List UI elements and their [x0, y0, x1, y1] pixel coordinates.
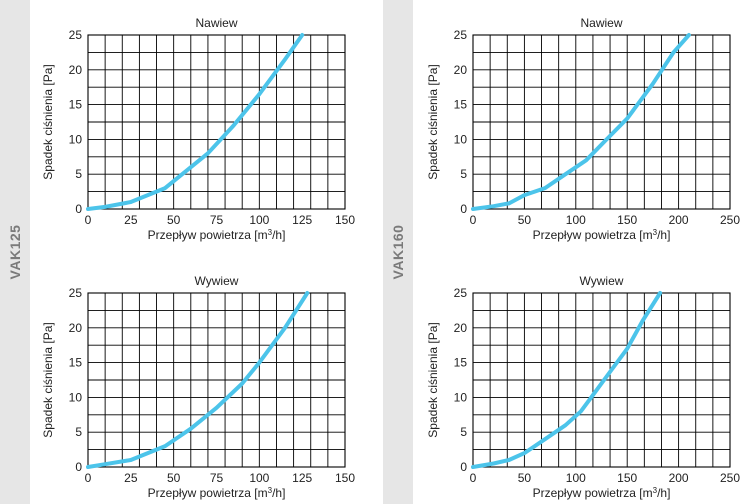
y-tick-label: 10 — [69, 390, 83, 404]
x-tick-label: 0 — [470, 471, 477, 485]
y-tick-label: 25 — [454, 286, 468, 300]
chart-panel-2: 0 50 100 150 200 250 0 5 10 15 20 25 Nawiew Przepływ … — [426, 16, 740, 242]
x-tick-label: 75 — [210, 471, 224, 485]
plot-frame — [87, 34, 346, 210]
x-axis-label: Przepływ powietrza [m3/h] — [148, 228, 286, 243]
x-tick-label: 150 — [617, 471, 637, 485]
y-tick-label: 0 — [460, 460, 467, 474]
x-tick-label: 0 — [85, 471, 92, 485]
y-axis-label: Spadek ciśnienia [Pa] — [41, 322, 55, 437]
x-axis-label: Przepływ powietrza [m3/h] — [533, 228, 671, 243]
y-tick-label: 0 — [75, 202, 82, 216]
series-line — [471, 33, 691, 211]
chart-title: Wywiew — [195, 274, 239, 288]
y-tick-label: 15 — [69, 356, 83, 370]
y-tick-label: 15 — [454, 356, 468, 370]
chart-panel-3: 0 25 50 75 100 125 150 0 5 10 15 20 25 Wywiew Przepływ… — [41, 274, 355, 500]
x-tick-label: 50 — [167, 471, 181, 485]
x-tick-label: 75 — [210, 213, 224, 227]
x-tick-label: 200 — [669, 213, 689, 227]
chart-title: Nawiew — [195, 16, 237, 30]
y-axis-label: Spadek ciśnienia [Pa] — [426, 322, 440, 437]
x-tick-label: 100 — [249, 471, 269, 485]
x-tick-label: 100 — [566, 471, 586, 485]
x-tick-label: 50 — [167, 213, 181, 227]
x-tick-label: 0 — [470, 213, 477, 227]
x-tick-label: 150 — [335, 471, 355, 485]
y-tick-label: 15 — [454, 98, 468, 112]
y-tick-label: 5 — [75, 167, 82, 181]
x-tick-label: 250 — [720, 213, 740, 227]
x-tick-label: 50 — [518, 213, 532, 227]
x-tick-label: 100 — [566, 213, 586, 227]
y-tick-label: 25 — [69, 28, 83, 42]
y-axis-label: Spadek ciśnienia [Pa] — [41, 64, 55, 179]
x-tick-label: 150 — [617, 213, 637, 227]
x-axis-label: Przepływ powietrza [m3/h] — [148, 486, 286, 501]
plot-frame — [87, 292, 346, 468]
y-tick-label: 10 — [454, 390, 468, 404]
plot-frame — [472, 34, 731, 210]
chart-panel-1: 0 25 50 75 100 125 150 0 5 10 15 20 25 Nawiew Przepływ… — [41, 16, 355, 242]
y-tick-label: 20 — [454, 321, 468, 335]
y-tick-label: 5 — [75, 425, 82, 439]
y-tick-label: 15 — [69, 98, 83, 112]
y-tick-label: 10 — [454, 132, 468, 146]
y-tick-label: 20 — [454, 63, 468, 77]
x-tick-label: 25 — [124, 471, 138, 485]
x-tick-label: 150 — [335, 213, 355, 227]
plot-frame — [472, 292, 731, 468]
y-tick-label: 25 — [69, 286, 83, 300]
y-tick-label: 10 — [69, 132, 83, 146]
x-tick-label: 50 — [518, 471, 532, 485]
x-tick-label: 125 — [292, 471, 312, 485]
series-line — [471, 291, 663, 469]
chart-panel-4: 0 50 100 150 200 250 0 5 10 15 20 25 Wywiew Przepływ … — [426, 274, 740, 500]
chart-title: Wywiew — [580, 274, 624, 288]
vak125-band: VAK125 — [0, 0, 30, 504]
x-tick-label: 250 — [720, 471, 740, 485]
y-tick-label: 5 — [460, 167, 467, 181]
x-tick-label: 0 — [85, 213, 92, 227]
x-tick-label: 200 — [669, 471, 689, 485]
y-tick-label: 0 — [460, 202, 467, 216]
chart-title: Nawiew — [580, 16, 622, 30]
x-tick-label: 100 — [249, 213, 269, 227]
y-axis-label: Spadek ciśnienia [Pa] — [426, 64, 440, 179]
series-line — [86, 33, 305, 211]
y-tick-label: 5 — [460, 425, 467, 439]
x-tick-label: 125 — [292, 213, 312, 227]
x-tick-label: 25 — [124, 213, 138, 227]
vak160-band: VAK160 — [383, 0, 413, 504]
series-line — [86, 291, 310, 469]
x-axis-label: Przepływ powietrza [m3/h] — [533, 486, 671, 501]
y-tick-label: 25 — [454, 28, 468, 42]
y-tick-label: 20 — [69, 63, 83, 77]
y-tick-label: 0 — [75, 460, 82, 474]
y-tick-label: 20 — [69, 321, 83, 335]
